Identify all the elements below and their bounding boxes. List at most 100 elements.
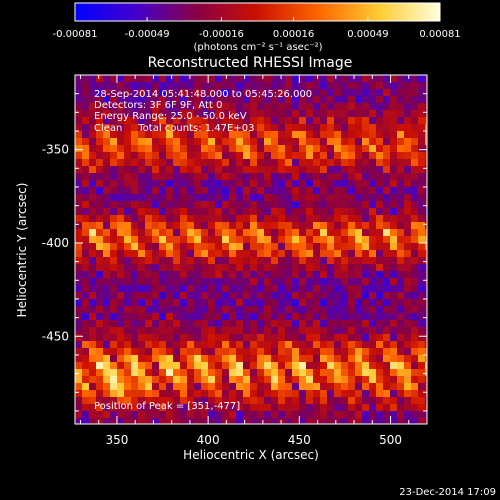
heatmap-cell	[313, 320, 320, 327]
heatmap-cell	[355, 369, 362, 376]
heatmap-cell	[215, 110, 222, 117]
heatmap-cell	[264, 271, 271, 278]
heatmap-cell	[257, 75, 264, 82]
heatmap-cell	[313, 292, 320, 299]
heatmap-cell	[194, 138, 201, 145]
heatmap-cell	[411, 306, 418, 313]
heatmap-cell	[75, 82, 82, 89]
heatmap-cell	[397, 236, 404, 243]
heatmap-cell	[341, 348, 348, 355]
heatmap-cell	[215, 103, 222, 110]
heatmap-cell	[180, 110, 187, 117]
heatmap-cell	[264, 257, 271, 264]
heatmap-cell	[320, 257, 327, 264]
heatmap-cell	[229, 264, 236, 271]
heatmap-cell	[418, 292, 425, 299]
heatmap-cell	[145, 75, 152, 82]
heatmap-cell	[425, 306, 427, 313]
heatmap-cell	[355, 390, 362, 397]
heatmap-cell	[180, 75, 187, 82]
heatmap-cell	[348, 152, 355, 159]
heatmap-cell	[103, 166, 110, 173]
heatmap-cell	[82, 138, 89, 145]
heatmap-cell	[96, 397, 103, 404]
heatmap-cell	[103, 355, 110, 362]
heatmap-cell	[369, 250, 376, 257]
heatmap-cell	[418, 320, 425, 327]
heatmap-cell	[278, 257, 285, 264]
heatmap-cell	[201, 390, 208, 397]
heatmap-cell	[299, 292, 306, 299]
heatmap-cell	[313, 243, 320, 250]
heatmap-cell	[208, 299, 215, 306]
heatmap-cell	[194, 194, 201, 201]
heatmap-cell	[334, 173, 341, 180]
heatmap-cell	[201, 418, 208, 424]
heatmap-cell	[131, 131, 138, 138]
heatmap-cell	[257, 418, 264, 424]
heatmap-cell	[292, 327, 299, 334]
heatmap-cell	[271, 110, 278, 117]
heatmap-cell	[390, 362, 397, 369]
heatmap-cell	[278, 320, 285, 327]
heatmap-cell	[103, 159, 110, 166]
heatmap-cell	[334, 341, 341, 348]
heatmap-cell	[271, 89, 278, 96]
heatmap-cell	[299, 152, 306, 159]
heatmap-cell	[341, 173, 348, 180]
heatmap-cell	[334, 222, 341, 229]
heatmap-cell	[222, 180, 229, 187]
heatmap-cell	[152, 250, 159, 257]
heatmap-cell	[327, 215, 334, 222]
heatmap-cell	[257, 96, 264, 103]
heatmap-cell	[390, 187, 397, 194]
heatmap-cell	[117, 418, 124, 424]
heatmap-cell	[404, 250, 411, 257]
heatmap-cell	[397, 145, 404, 152]
heatmap-cell	[243, 397, 250, 404]
heatmap-cell	[208, 355, 215, 362]
heatmap-cell	[264, 75, 271, 82]
heatmap-cell	[285, 180, 292, 187]
heatmap-cell	[166, 117, 173, 124]
annotation-time-range: 28-Sep-2014 05:41:48.000 to 05:45:26.000	[94, 89, 312, 100]
heatmap-cell	[145, 285, 152, 292]
heatmap-cell	[299, 124, 306, 131]
heatmap-cell	[194, 250, 201, 257]
heatmap-cell	[166, 292, 173, 299]
heatmap-cell	[320, 243, 327, 250]
heatmap-cell	[187, 187, 194, 194]
heatmap-cell	[152, 180, 159, 187]
heatmap-cell	[257, 152, 264, 159]
heatmap-cell	[187, 327, 194, 334]
heatmap-cell	[187, 306, 194, 313]
heatmap-cell	[159, 348, 166, 355]
heatmap-cell	[82, 390, 89, 397]
heatmap-cell	[131, 383, 138, 390]
heatmap-cell	[243, 299, 250, 306]
heatmap-cell	[334, 145, 341, 152]
heatmap-cell	[299, 278, 306, 285]
heatmap-cell	[229, 145, 236, 152]
heatmap-cell	[89, 180, 96, 187]
heatmap-cell	[341, 194, 348, 201]
heatmap-cell	[89, 75, 96, 82]
heatmap-cell	[82, 264, 89, 271]
heatmap-cell	[411, 103, 418, 110]
heatmap-cell	[138, 159, 145, 166]
heatmap-cell	[187, 250, 194, 257]
heatmap-cell	[341, 187, 348, 194]
heatmap-cell	[404, 180, 411, 187]
heatmap-cell	[278, 376, 285, 383]
heatmap-cell	[278, 82, 285, 89]
heatmap-cell	[131, 201, 138, 208]
heatmap-cell	[313, 145, 320, 152]
heatmap-cell	[201, 75, 208, 82]
heatmap-cell	[369, 236, 376, 243]
heatmap-cell	[103, 82, 110, 89]
heatmap-cell	[292, 404, 299, 411]
heatmap-cell	[173, 264, 180, 271]
heatmap-cell	[348, 292, 355, 299]
heatmap-cell	[89, 152, 96, 159]
heatmap-cell	[271, 243, 278, 250]
